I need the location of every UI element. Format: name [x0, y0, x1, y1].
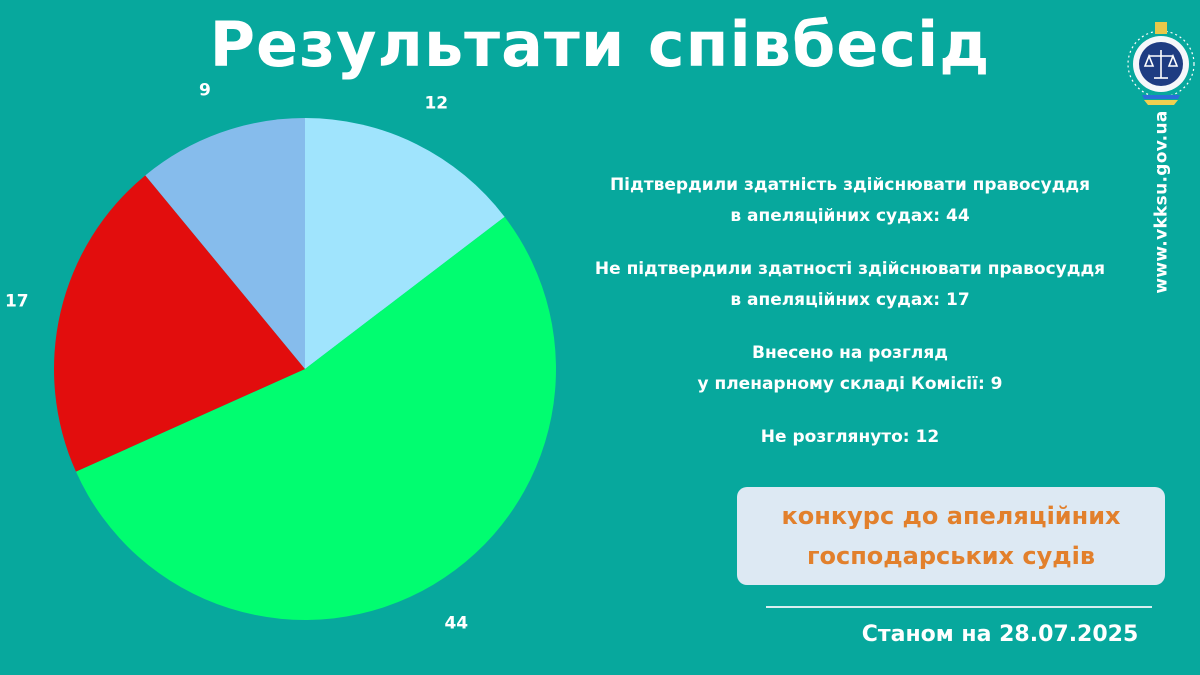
pie-data-label: 17	[5, 292, 29, 312]
contest-line: конкурс до апеляційних	[781, 502, 1121, 530]
pie-data-label: 12	[424, 94, 448, 114]
pie-slice	[75, 216, 556, 620]
legend-line: Підтвердили здатність здійснювати правос…	[609, 175, 1091, 195]
legend-line: у пленарному складі Комісії: 9	[697, 374, 1003, 394]
website-text: www.vkksu.gov.ua	[1152, 110, 1173, 294]
divider	[766, 606, 1152, 608]
legend-line: в апеляційних судах: 44	[730, 206, 970, 226]
legend-line: в апеляційних судах: 17	[730, 290, 970, 310]
contest-line: господарських судів	[806, 542, 1096, 570]
legend-item-not-considered: Не розглянуто: 12	[560, 422, 1140, 453]
pie-slice	[145, 118, 305, 369]
legend-line: Не розглянуто: 12	[760, 427, 940, 447]
legend-line: Не підтвердили здатності здійснювати пра…	[594, 259, 1106, 279]
legend-item-confirmed: Підтвердили здатність здійснювати правос…	[560, 170, 1140, 232]
legend-line: Внесено на розгляд	[751, 343, 949, 363]
page-title: Результати співбесід	[209, 8, 991, 81]
pie-data-label: 9	[199, 80, 211, 100]
pie-slice	[53, 175, 305, 472]
legend-item-plenary: Внесено на розгляд у пленарному складі К…	[560, 338, 1140, 400]
pie-data-label: 44	[444, 613, 468, 633]
date-label: Станом на 28.07.2025	[861, 622, 1139, 647]
pie-slice	[305, 118, 505, 369]
legend-item-not-confirmed: Не підтвердили здатності здійснювати пра…	[560, 254, 1140, 316]
vkksu-emblem-icon	[1127, 22, 1195, 105]
contest-box: конкурс до апеляційних господарських суд…	[737, 487, 1165, 585]
website-label: www.vkksu.gov.ua	[1150, 110, 1174, 293]
